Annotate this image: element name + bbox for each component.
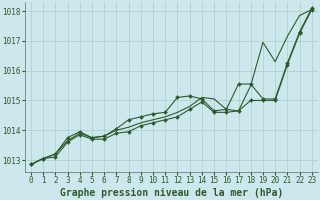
X-axis label: Graphe pression niveau de la mer (hPa): Graphe pression niveau de la mer (hPa) [60,188,283,198]
